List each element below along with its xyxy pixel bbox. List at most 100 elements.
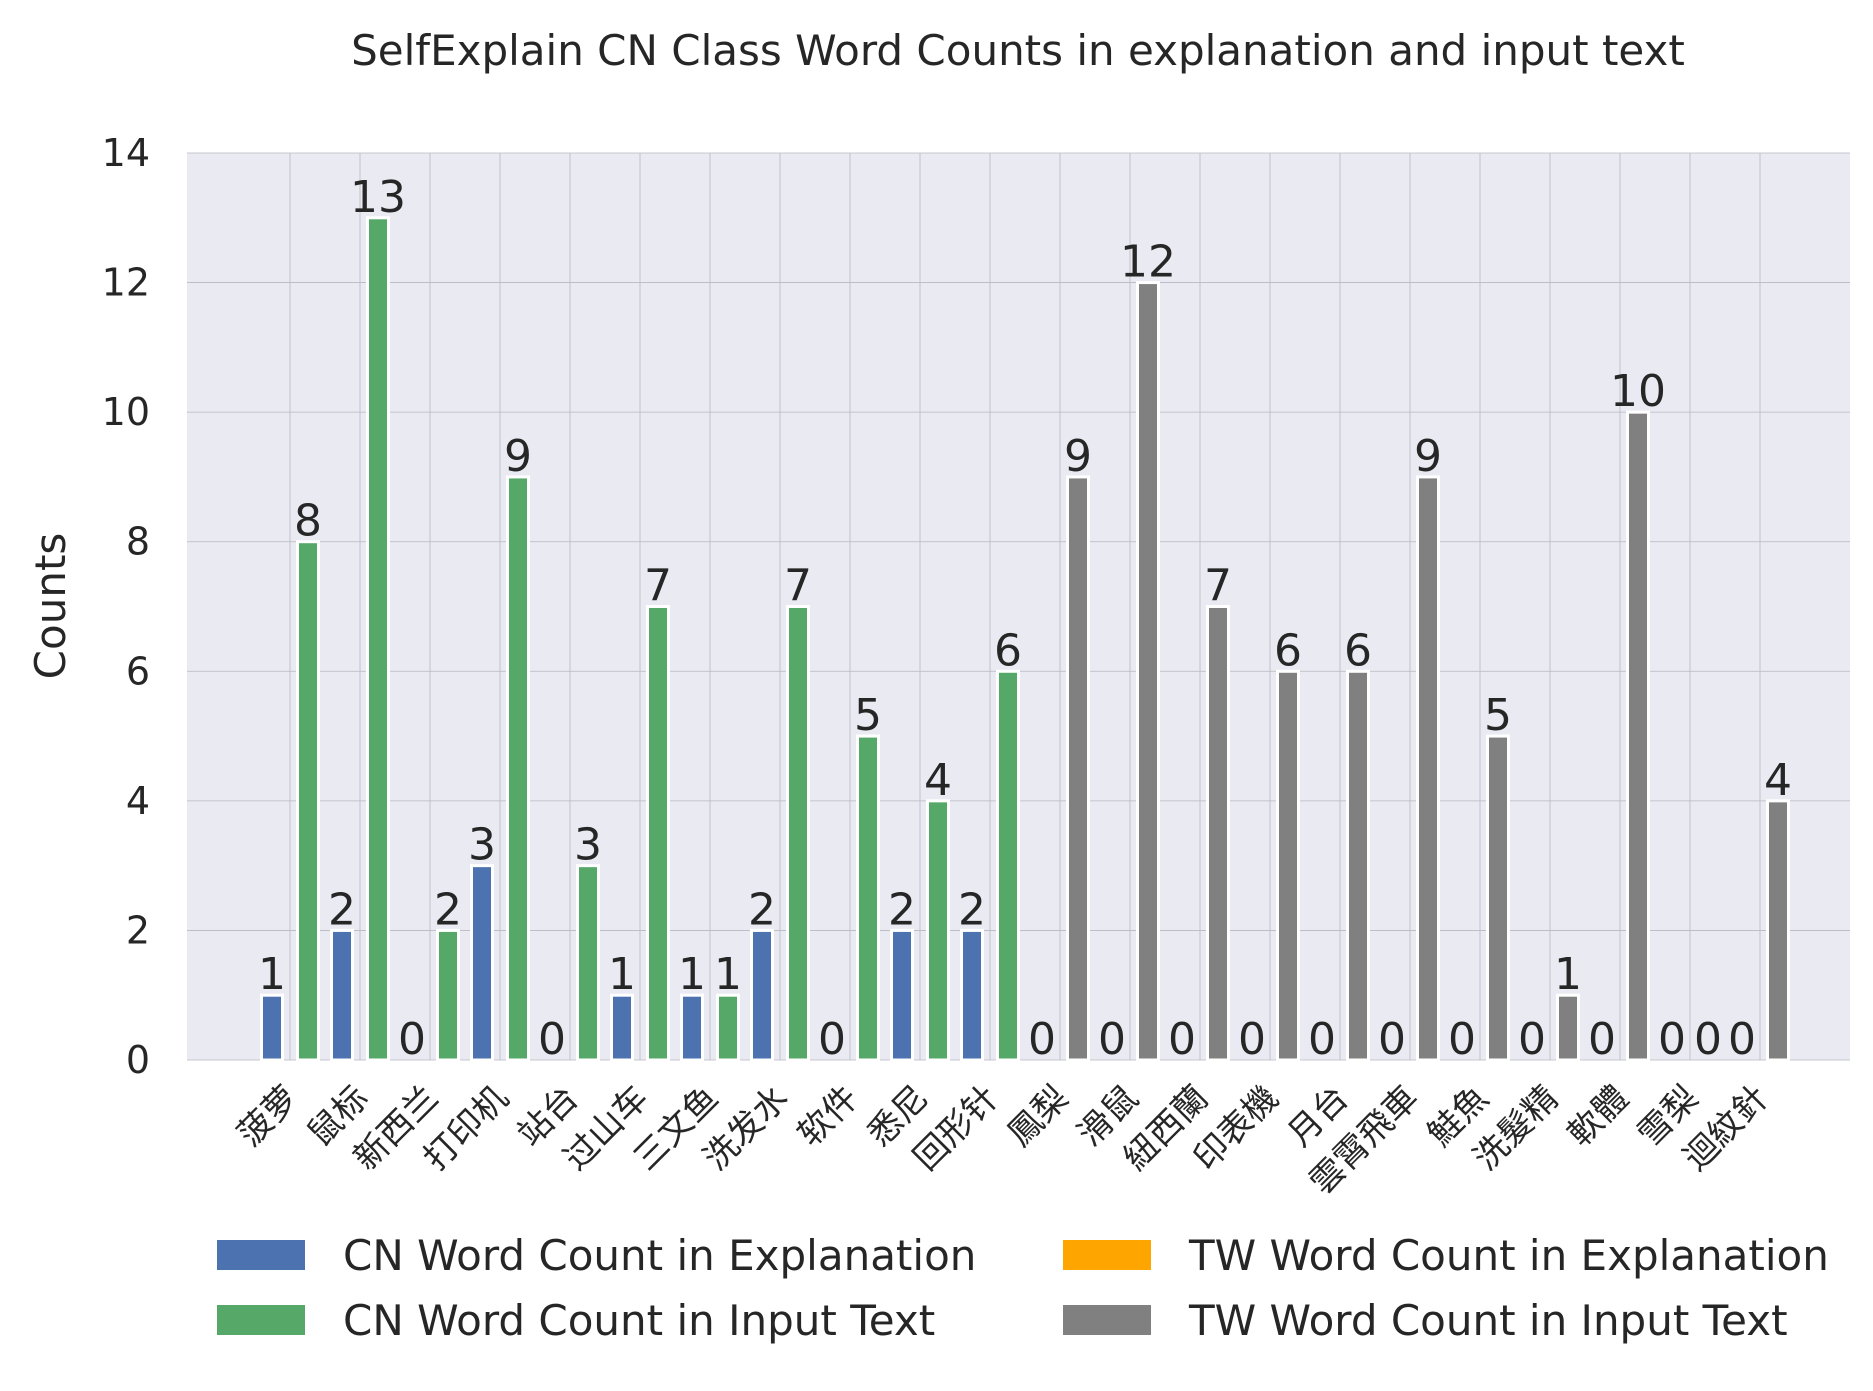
data-label-2-3: 2: [434, 884, 462, 935]
data-label-4-14: 7: [1204, 561, 1232, 612]
bar-4-20: [1626, 410, 1650, 1062]
bar-4-14: [1206, 605, 1230, 1062]
x-axis-ticks: 菠萝鼠标新西兰打印机站台过山车三文鱼洗发水软件悉尼回形针鳳梨滑鼠紐西蘭印表機月台…: [230, 1078, 1776, 1202]
bar-1-4: [470, 864, 494, 1062]
bars: [260, 216, 1790, 1062]
data-label-3-20: 0: [1588, 1014, 1616, 1065]
bar-2-3: [436, 928, 460, 1062]
data-label-4-22: 4: [1764, 755, 1792, 806]
data-label-2-2: 13: [350, 172, 406, 223]
data-label-2-5: 3: [574, 820, 602, 871]
data-label-3-15: 0: [1238, 1014, 1266, 1065]
bar-2-9: [856, 734, 880, 1062]
x-tick-label-20: 軟體: [1560, 1078, 1636, 1154]
bar-1-11: [960, 928, 984, 1062]
bar-1-6: [610, 993, 634, 1062]
bar-4-22: [1766, 799, 1790, 1062]
bar-2-7: [716, 993, 740, 1062]
data-label-3-22: 0: [1728, 1014, 1756, 1065]
bar-4-12: [1066, 475, 1090, 1062]
y-tick-label: 14: [102, 131, 150, 175]
bar-4-18: [1486, 734, 1510, 1062]
y-tick-label: 6: [126, 649, 150, 693]
data-label-2-7: 1: [714, 949, 742, 1000]
bar-1-1: [260, 993, 284, 1062]
bar-2-11: [996, 669, 1020, 1062]
legend-label-3: TW Word Count in Explanation: [1188, 1231, 1829, 1280]
data-label-3-17: 0: [1378, 1014, 1406, 1065]
data-label-3-14: 0: [1168, 1014, 1196, 1065]
data-label-4-12: 9: [1064, 431, 1092, 482]
data-label-3-13: 0: [1098, 1014, 1126, 1065]
data-label-4-13: 12: [1120, 237, 1176, 288]
legend-label-4: TW Word Count in Input Text: [1188, 1296, 1788, 1345]
data-label-2-11: 6: [994, 625, 1022, 676]
data-label-2-1: 8: [294, 496, 322, 547]
data-label-4-16: 6: [1344, 625, 1372, 676]
data-label-2-4: 9: [504, 431, 532, 482]
legend-label-2: CN Word Count in Input Text: [343, 1296, 935, 1345]
x-tick-label-9: 软件: [790, 1078, 866, 1154]
data-label-3-19: 0: [1518, 1014, 1546, 1065]
data-label-3-21: 0: [1658, 1014, 1686, 1065]
data-label-4-19: 1: [1554, 949, 1582, 1000]
data-label-2-9: 5: [854, 690, 882, 741]
bar-2-4: [506, 475, 530, 1062]
data-label-1-6: 1: [608, 949, 636, 1000]
data-label-3-12: 0: [1028, 1014, 1056, 1065]
y-tick-label: 2: [126, 908, 150, 952]
bar-1-10: [890, 928, 914, 1062]
legend-label-1: CN Word Count in Explanation: [343, 1231, 976, 1280]
data-label-1-10: 2: [888, 884, 916, 935]
y-tick-label: 12: [102, 261, 150, 305]
y-tick-label: 4: [126, 779, 150, 823]
x-tick-label-1: 菠萝: [230, 1078, 306, 1154]
bar-2-8: [786, 605, 810, 1062]
y-axis-label: Counts: [26, 533, 75, 680]
bar-4-13: [1136, 281, 1160, 1062]
data-label-2-8: 7: [784, 561, 812, 612]
bar-1-2: [330, 928, 354, 1062]
data-label-1-1: 1: [258, 949, 286, 1000]
bar-4-15: [1276, 669, 1300, 1062]
data-label-4-18: 5: [1484, 690, 1512, 741]
data-label-1-9: 0: [818, 1014, 846, 1065]
bar-2-6: [646, 605, 670, 1062]
y-axis-ticks: 0 2 4 6 8 10 12 14: [102, 131, 150, 1082]
legend-swatch-2: [217, 1305, 305, 1335]
data-label-1-5: 0: [538, 1014, 566, 1065]
bar-2-5: [576, 864, 600, 1062]
y-tick-label: 10: [102, 390, 150, 434]
x-tick-label-12: 鳳梨: [1000, 1078, 1076, 1154]
bar-1-8: [750, 928, 774, 1062]
data-label-3-16: 0: [1308, 1014, 1336, 1065]
data-label-1-7: 1: [678, 949, 706, 1000]
bar-2-10: [926, 799, 950, 1062]
data-label-1-2: 2: [328, 884, 356, 935]
data-label-1-11: 2: [958, 884, 986, 935]
bar-4-16: [1346, 669, 1370, 1062]
legend-swatch-1: [217, 1240, 305, 1270]
data-label-3-18: 0: [1448, 1014, 1476, 1065]
data-label-4-20: 10: [1610, 366, 1666, 417]
grid-lines: [187, 152, 1850, 1061]
bar-4-19: [1556, 993, 1580, 1062]
bar-2-2: [366, 216, 390, 1062]
legend-swatch-3: [1063, 1240, 1151, 1270]
bar-1-7: [680, 993, 704, 1062]
y-tick-label: 0: [126, 1038, 150, 1082]
bar-2-1: [296, 540, 320, 1062]
data-label-2-6: 7: [644, 561, 672, 612]
data-label-2-10: 4: [924, 755, 952, 806]
y-tick-label: 8: [126, 520, 150, 564]
data-label-1-4: 3: [468, 820, 496, 871]
legend-swatch-4: [1063, 1305, 1151, 1335]
data-label-1-8: 2: [748, 884, 776, 935]
data-label-1-3: 0: [398, 1014, 426, 1065]
bar-4-17: [1416, 475, 1440, 1062]
data-label-4-15: 6: [1274, 625, 1302, 676]
chart-title: SelfExplain CN Class Word Counts in expl…: [351, 26, 1685, 75]
data-label-4-17: 9: [1414, 431, 1442, 482]
